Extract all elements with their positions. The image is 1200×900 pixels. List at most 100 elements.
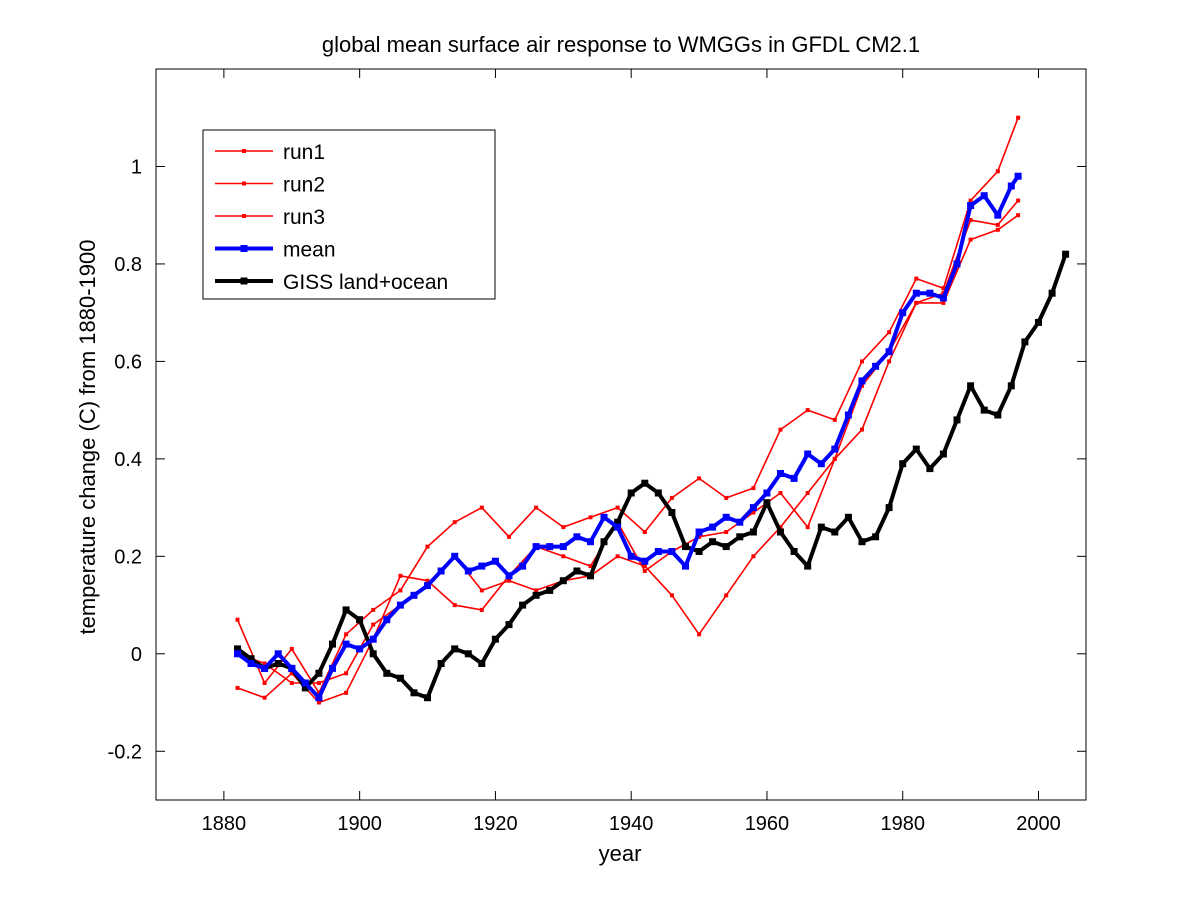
data-point <box>980 406 988 414</box>
data-point <box>751 554 756 559</box>
data-point <box>615 554 620 559</box>
data-point <box>464 567 472 575</box>
data-point <box>899 460 907 468</box>
data-point <box>262 695 267 700</box>
data-point <box>860 359 864 364</box>
data-point <box>491 557 499 565</box>
y-tick-label: 0.6 <box>114 351 142 373</box>
data-point <box>261 664 269 672</box>
data-point <box>561 525 566 530</box>
data-point <box>804 450 812 458</box>
data-point <box>1021 338 1029 346</box>
data-point <box>790 548 798 555</box>
x-axis-label: year <box>599 841 642 866</box>
data-point <box>751 486 756 491</box>
data-point <box>356 645 364 653</box>
data-point <box>452 603 457 608</box>
data-point <box>872 362 880 370</box>
data-point <box>709 523 717 531</box>
series-layer <box>234 115 1070 705</box>
x-tick-label: 1880 <box>202 813 247 835</box>
data-point <box>301 679 309 687</box>
data-point <box>968 237 973 242</box>
data-point <box>778 525 783 530</box>
legend: run1 run2 run3 mean GISS land+ocean <box>202 129 496 300</box>
y-tick-label: 0 <box>131 644 142 666</box>
data-point <box>953 416 961 424</box>
legend-entry: mean <box>215 239 336 262</box>
legend-label: run3 <box>283 206 325 229</box>
y-tick-label: 0.4 <box>114 449 142 471</box>
data-point <box>452 520 457 525</box>
data-point <box>247 660 255 667</box>
data-point <box>899 309 907 317</box>
data-point <box>479 588 484 593</box>
data-point <box>507 578 511 583</box>
data-point <box>914 300 919 305</box>
data-point <box>329 640 336 648</box>
data-point <box>573 533 581 541</box>
data-point <box>641 557 649 565</box>
data-point <box>724 593 729 598</box>
data-point <box>668 509 676 516</box>
data-point <box>614 518 622 526</box>
data-point <box>344 690 349 695</box>
data-point <box>410 591 418 599</box>
data-point <box>736 533 744 541</box>
data-point <box>1007 182 1015 190</box>
data-point <box>817 523 825 531</box>
data-point <box>995 222 1000 227</box>
data-point <box>627 552 635 560</box>
data-point <box>507 534 511 539</box>
data-point <box>831 528 839 536</box>
series-mean <box>234 172 1022 702</box>
data-point <box>1007 382 1015 390</box>
data-point <box>749 504 757 512</box>
series-giss-land-ocean <box>234 250 1070 702</box>
data-point <box>995 169 1000 174</box>
data-point <box>1048 289 1056 297</box>
data-point <box>235 685 240 690</box>
data-point <box>995 227 1000 232</box>
data-point <box>534 588 539 593</box>
legend-entry: run3 <box>215 206 325 229</box>
data-point <box>912 445 920 453</box>
y-tick-label: 1 <box>131 156 142 178</box>
data-point <box>885 348 893 356</box>
data-point <box>926 289 934 297</box>
data-point <box>587 572 594 580</box>
data-point <box>844 513 852 521</box>
y-axis-label: temperature change (C) from 1880-1900 <box>75 240 100 635</box>
data-point <box>588 515 593 520</box>
data-point <box>790 474 798 482</box>
data-point <box>642 569 647 573</box>
series-line <box>236 117 1019 694</box>
data-point <box>967 382 975 390</box>
data-point <box>559 577 567 585</box>
data-point <box>887 330 892 335</box>
data-point <box>615 505 620 510</box>
data-point <box>614 523 622 531</box>
data-point <box>425 544 430 549</box>
data-point <box>777 470 784 477</box>
data-point <box>301 684 309 692</box>
data-point <box>329 664 336 672</box>
data-point <box>941 300 946 305</box>
data-point <box>316 690 321 695</box>
data-point <box>600 513 608 521</box>
data-point <box>383 616 391 624</box>
data-point <box>546 586 554 594</box>
data-point <box>369 635 377 643</box>
data-point <box>479 505 484 510</box>
series-run1 <box>235 115 1021 695</box>
data-point <box>559 543 567 551</box>
x-tick-label: 2000 <box>1016 813 1061 835</box>
data-point <box>832 417 837 422</box>
data-point <box>234 650 241 658</box>
data-point <box>437 660 445 667</box>
data-point <box>505 621 513 629</box>
data-point <box>464 650 472 658</box>
legend-entry: GISS land+ocean <box>215 271 448 294</box>
data-point <box>777 528 784 536</box>
